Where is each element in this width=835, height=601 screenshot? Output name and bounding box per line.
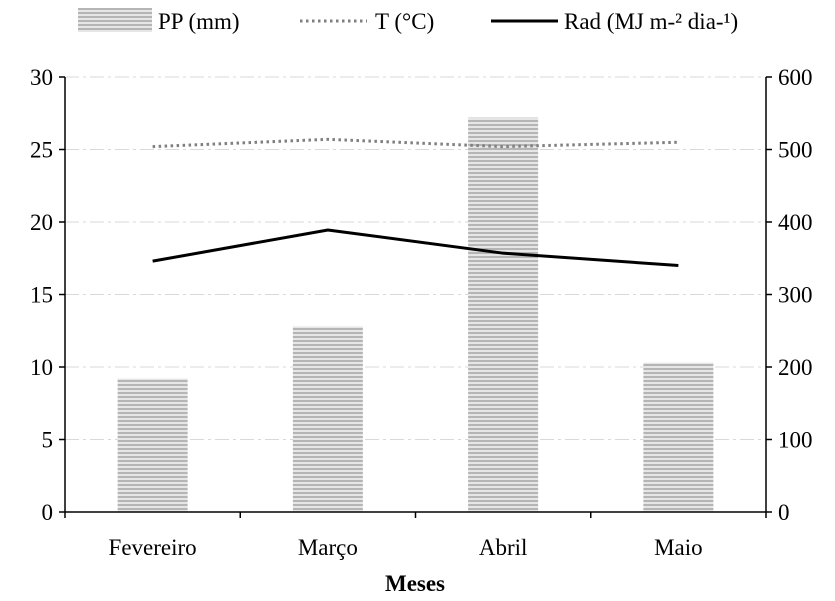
line-t-c — [153, 139, 679, 146]
legend-swatch-pp — [78, 8, 152, 32]
x-axis-title: Meses — [385, 571, 445, 596]
legend-item-pp: PP (mm) — [78, 8, 240, 34]
bar-maio — [643, 363, 713, 512]
legend-item-rad: Rad (MJ m-² dia-¹) — [491, 9, 738, 34]
x-tick-label-marco: Março — [298, 535, 358, 560]
right-tick-label: 500 — [778, 138, 813, 163]
x-tick-label-fevereiro: Fevereiro — [109, 535, 197, 560]
right-tick-label: 100 — [778, 428, 813, 453]
bar-abril — [468, 118, 538, 512]
series-lines — [153, 139, 679, 265]
right-tick-label: 400 — [778, 210, 813, 235]
legend-label-t: T (°C) — [375, 9, 434, 34]
legend-item-t: T (°C) — [300, 9, 434, 34]
left-tick-label: 30 — [30, 65, 53, 90]
right-tick-label: 600 — [778, 65, 813, 90]
left-tick-label: 15 — [30, 283, 53, 308]
legend-label-rad: Rad (MJ m-² dia-¹) — [564, 9, 738, 34]
left-tick-label: 10 — [30, 355, 53, 380]
legend-label-pp: PP (mm) — [158, 9, 240, 34]
right-tick-label: 0 — [778, 500, 790, 525]
bars — [118, 118, 714, 512]
bar-fevereiro — [118, 379, 188, 512]
line-rad-mj-m-dia — [153, 230, 679, 266]
x-tick-label-abril: Abril — [479, 535, 528, 560]
legend: PP (mm) T (°C) Rad (MJ m-² dia-¹) — [78, 8, 738, 34]
bar-marco — [293, 326, 363, 512]
right-tick-label: 300 — [778, 283, 813, 308]
left-tick-label: 25 — [30, 138, 53, 163]
x-tick-label-maio: Maio — [654, 535, 703, 560]
left-tick-label: 0 — [42, 500, 54, 525]
left-tick-label: 5 — [42, 428, 54, 453]
left-tick-label: 20 — [30, 210, 53, 235]
right-tick-label: 200 — [778, 355, 813, 380]
